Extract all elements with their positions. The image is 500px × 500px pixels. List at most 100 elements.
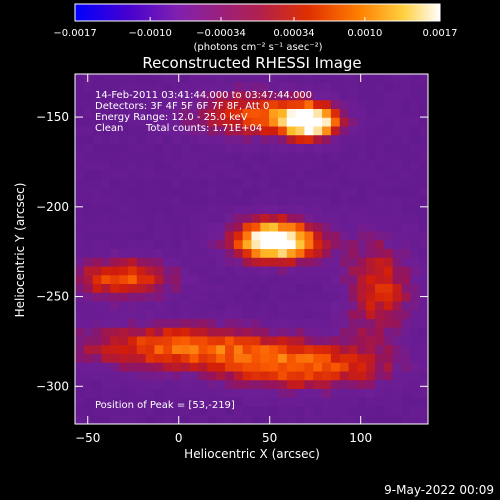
heatmap-cell xyxy=(383,284,394,294)
heatmap-cell xyxy=(339,214,350,224)
heatmap-cell xyxy=(304,144,314,154)
heatmap-cell xyxy=(410,152,420,163)
heatmap-cell xyxy=(136,196,147,206)
heatmap-cell xyxy=(154,135,164,145)
heatmap-cell xyxy=(313,362,323,373)
heatmap-cell xyxy=(136,222,147,233)
heatmap-cell xyxy=(163,362,173,373)
heatmap-cell xyxy=(101,266,111,276)
heatmap-cell xyxy=(92,205,103,215)
heatmap-cell xyxy=(366,187,376,198)
heatmap-cell xyxy=(163,310,173,320)
heatmap-cell xyxy=(383,249,394,259)
heatmap-cell xyxy=(172,109,182,119)
heatmap-cell xyxy=(119,179,129,189)
heatmap-cell xyxy=(154,354,164,364)
heatmap-cell xyxy=(392,161,403,171)
heatmap-cell xyxy=(322,152,332,163)
heatmap-cell xyxy=(225,135,235,145)
heatmap-cell xyxy=(225,74,235,84)
heatmap-cell xyxy=(110,240,120,250)
heatmap-cell xyxy=(410,161,420,171)
heatmap-cell xyxy=(322,231,332,241)
heatmap-cell xyxy=(286,214,297,224)
heatmap-cell xyxy=(366,397,376,408)
heatmap-cell xyxy=(225,91,235,101)
heatmap-cell xyxy=(180,135,191,145)
heatmap-cell xyxy=(419,170,428,180)
heatmap-cell xyxy=(304,275,314,285)
heatmap-cell xyxy=(189,257,200,268)
heatmap-cell xyxy=(366,275,376,285)
heatmap-cell xyxy=(269,319,279,329)
heatmap-cell xyxy=(313,231,323,241)
heatmap-cell xyxy=(419,135,428,145)
heatmap-cell xyxy=(163,327,173,338)
heatmap-cell xyxy=(242,275,253,285)
heatmap-cell xyxy=(207,117,217,128)
heatmap-cell xyxy=(277,214,288,224)
heatmap-cell xyxy=(233,82,244,93)
heatmap-cell xyxy=(225,214,235,224)
heatmap-cell xyxy=(392,187,403,198)
heatmap-cell xyxy=(136,284,147,294)
heatmap-cell xyxy=(242,117,253,128)
heatmap-cell xyxy=(419,82,428,93)
heatmap-cell xyxy=(383,310,394,320)
heatmap-cell xyxy=(92,371,103,381)
heatmap-cell xyxy=(83,354,94,364)
heatmap-cell xyxy=(375,275,385,285)
heatmap-cell xyxy=(392,284,403,294)
heatmap-cell xyxy=(127,389,138,399)
heatmap-cell xyxy=(348,117,358,128)
heatmap-cell xyxy=(172,187,182,198)
heatmap-cell xyxy=(410,284,420,294)
heatmap-cell xyxy=(366,240,376,250)
heatmap-cell xyxy=(392,126,403,136)
heatmap-cell xyxy=(339,222,350,233)
y-tick-label: −250 xyxy=(36,290,69,304)
heatmap-cell xyxy=(216,257,226,268)
heatmap-cell xyxy=(304,354,314,364)
heatmap-cell xyxy=(216,362,226,373)
heatmap-cell xyxy=(383,135,394,145)
heatmap-cell xyxy=(198,292,208,303)
heatmap-cell xyxy=(304,362,314,373)
heatmap-cell xyxy=(83,117,94,128)
heatmap-cell xyxy=(375,257,385,268)
heatmap-cell xyxy=(233,179,244,189)
heatmap-cell xyxy=(119,231,129,241)
heatmap-cell xyxy=(216,327,226,338)
y-tick-label: −150 xyxy=(36,110,69,124)
heatmap-cell xyxy=(260,214,270,224)
heatmap-cell xyxy=(83,327,94,338)
heatmap-cell xyxy=(242,214,253,224)
heatmap-cell xyxy=(163,275,173,285)
heatmap-cell xyxy=(75,327,85,338)
heatmap-cell xyxy=(172,389,182,399)
heatmap-cell xyxy=(410,310,420,320)
heatmap-cell xyxy=(392,196,403,206)
heatmap-cell xyxy=(216,100,226,110)
heatmap-cell xyxy=(366,319,376,329)
heatmap-cell xyxy=(163,336,173,346)
heatmap-cell xyxy=(233,126,244,136)
heatmap-cell xyxy=(207,310,217,320)
heatmap-cell xyxy=(127,74,138,84)
heatmap-cell xyxy=(92,301,103,311)
heatmap-cell xyxy=(251,380,261,390)
heatmap-cell xyxy=(286,135,297,145)
heatmap-cell xyxy=(154,152,164,163)
heatmap-cell xyxy=(304,91,314,101)
heatmap-cell xyxy=(269,415,279,424)
heatmap-cell xyxy=(269,345,279,355)
heatmap-cell xyxy=(92,292,103,303)
heatmap-cell xyxy=(180,415,191,424)
heatmap-cell xyxy=(92,319,103,329)
heatmap-cell xyxy=(163,126,173,136)
heatmap-cell xyxy=(269,74,279,84)
heatmap-cell xyxy=(189,126,200,136)
heatmap-cell xyxy=(110,205,120,215)
heatmap-cell xyxy=(163,319,173,329)
heatmap-cell xyxy=(154,240,164,250)
